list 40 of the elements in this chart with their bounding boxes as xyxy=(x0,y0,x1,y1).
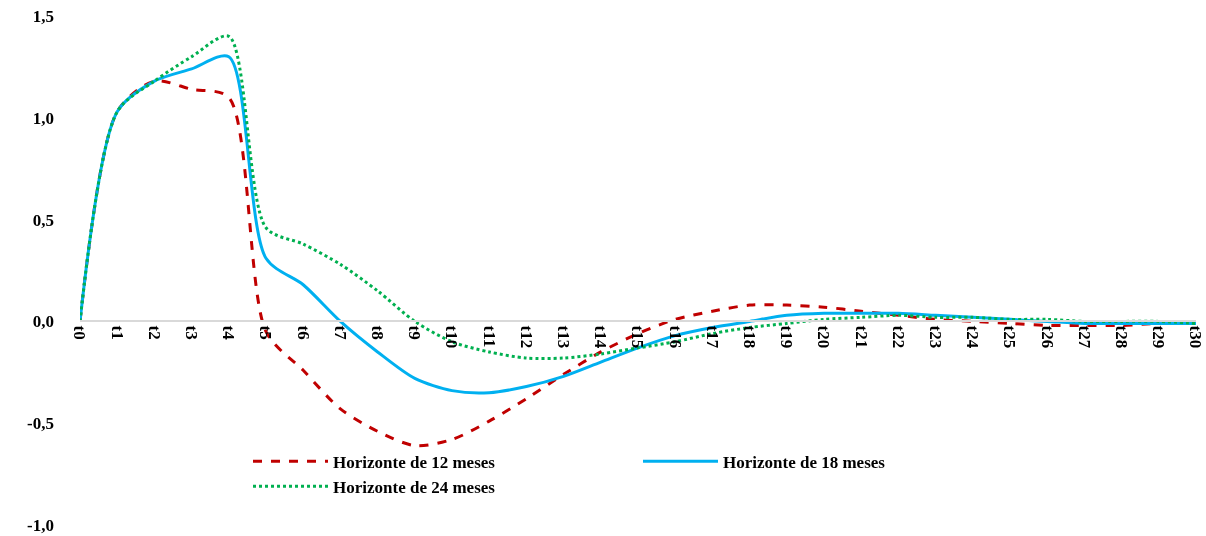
x-tick-label: t18 xyxy=(740,325,760,349)
x-tick-label: t0 xyxy=(70,325,90,340)
x-tick-label: t8 xyxy=(368,325,388,340)
y-tick-label: 1,5 xyxy=(32,6,54,26)
x-tick-label: t12 xyxy=(516,325,536,349)
x-tick-label: t14 xyxy=(591,325,611,349)
x-tick-label: t3 xyxy=(182,325,202,340)
x-tick-label: t27 xyxy=(1074,325,1094,349)
x-tick-label: t21 xyxy=(851,325,871,349)
y-tick-label: -0,5 xyxy=(27,414,54,434)
x-tick-label: t2 xyxy=(144,325,164,340)
x-tick-label: t20 xyxy=(814,325,834,349)
x-tick-label: t25 xyxy=(1000,325,1020,349)
y-tick-label: -1,0 xyxy=(27,515,54,535)
x-tick-label: t22 xyxy=(888,325,908,349)
x-tick-label: t4 xyxy=(219,325,239,341)
legend-label: Horizonte de 12 meses xyxy=(333,452,496,472)
x-tick-label: t13 xyxy=(554,325,574,349)
y-tick-label: 1,0 xyxy=(32,108,54,128)
x-tick-label: t5 xyxy=(256,325,276,340)
y-tick-label: 0,0 xyxy=(32,312,54,332)
x-tick-label: t23 xyxy=(926,325,946,349)
x-tick-label: t30 xyxy=(1186,325,1206,349)
x-tick-label: t24 xyxy=(963,325,983,349)
x-tick-label: t9 xyxy=(405,325,425,340)
x-tick-label: t19 xyxy=(777,325,797,349)
x-tick-label: t16 xyxy=(665,325,685,349)
x-tick-label: t17 xyxy=(702,325,722,349)
x-tick-label: t10 xyxy=(442,325,462,349)
x-tick-label: t26 xyxy=(1037,325,1057,349)
x-tick-label: t15 xyxy=(628,325,648,349)
x-tick-label: t11 xyxy=(479,325,499,348)
x-tick-label: t29 xyxy=(1149,325,1169,349)
x-tick-label: t1 xyxy=(107,325,127,340)
x-tick-label: t7 xyxy=(330,325,350,341)
x-tick-label: t6 xyxy=(293,325,313,340)
x-tick-label: t28 xyxy=(1112,325,1132,349)
legend-label: Horizonte de 18 meses xyxy=(723,452,886,472)
y-tick-label: 0,5 xyxy=(32,210,54,230)
legend-label: Horizonte de 24 meses xyxy=(333,477,496,497)
